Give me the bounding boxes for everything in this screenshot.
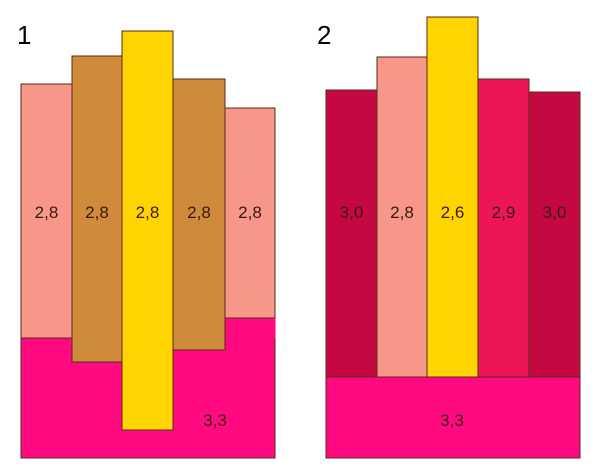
bar-3-label: 2,6: [441, 203, 465, 222]
bar-1-label: 2,8: [35, 203, 59, 222]
bar-2: [71, 55, 123, 363]
base-block: [325, 376, 581, 459]
bar-1-label: 3,0: [340, 203, 364, 222]
diagram-2-number: 2: [317, 20, 331, 50]
bar-3: [426, 16, 479, 378]
bar-3-label: 2,8: [136, 203, 160, 222]
diagram-1-number: 1: [17, 20, 31, 50]
bar-4-label: 2,8: [187, 203, 211, 222]
bar-2: [376, 56, 428, 378]
bar-4: [477, 78, 530, 378]
diagram-2: 3,0 2,8 2,6 2,9 3,0 3,3: [325, 16, 581, 459]
bar-5-label: 2,8: [238, 203, 262, 222]
bar-2-label: 2,8: [85, 203, 109, 222]
base-block: [224, 317, 276, 339]
bar-2-label: 2,8: [390, 203, 414, 222]
bar-4-label: 2,9: [492, 203, 516, 222]
bar-3: [121, 30, 174, 431]
bar-5: [224, 107, 276, 319]
bar-1: [20, 83, 73, 339]
base-label: 3,3: [440, 411, 464, 430]
bar-5-label: 3,0: [543, 203, 567, 222]
bar-5: [528, 91, 581, 378]
bar-1: [325, 89, 378, 378]
base-label: 3,3: [203, 411, 227, 430]
bar-4: [172, 78, 226, 351]
diagram-1: 2,8 2,8 2,8 2,8 2,8 3,3: [20, 30, 276, 459]
